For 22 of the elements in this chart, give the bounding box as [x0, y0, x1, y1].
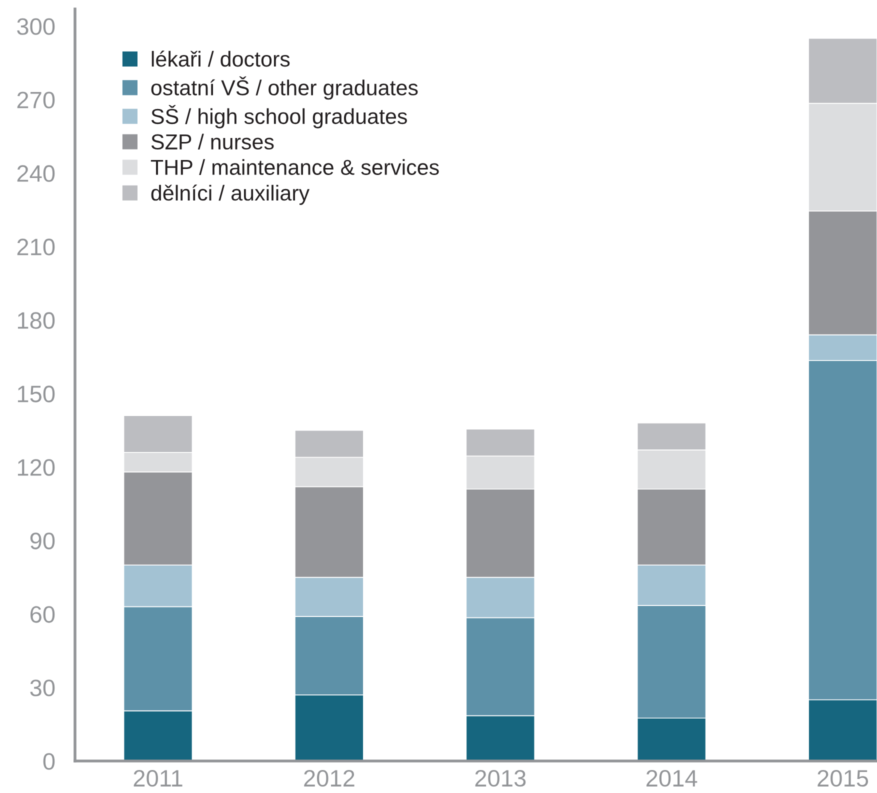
- y-tick-label: 90: [30, 532, 55, 550]
- x-tick-label: 2012: [304, 770, 354, 787]
- y-tick-label: 240: [17, 165, 55, 182]
- y-tick-label: 150: [18, 386, 55, 402]
- x-tick-label: 2013: [475, 770, 526, 787]
- y-tick-label: 120: [18, 459, 55, 476]
- legend-label: ostatní VŠ / other graduates: [151, 76, 418, 100]
- y-tick-label: 0: [43, 753, 55, 770]
- y-tick-label: 300: [17, 18, 55, 35]
- legend-label: SŠ / high school graduates: [151, 105, 407, 128]
- y-tick-label: 270: [17, 92, 55, 108]
- legend-label: THP / maintenance & services: [150, 159, 439, 175]
- legend-label: SZP / nurses: [151, 134, 274, 150]
- y-tick-label: 30: [30, 680, 55, 696]
- x-tick-label: 2015: [818, 770, 868, 787]
- y-tick-label: 180: [18, 312, 55, 329]
- legend-label: lékaři / doctors: [152, 50, 290, 67]
- y-tick-label: 60: [30, 606, 55, 623]
- legend-label: dělníci / auxiliary: [151, 184, 310, 205]
- x-tick-label: 2011: [134, 770, 182, 787]
- x-tick-label: 2014: [646, 770, 698, 787]
- y-tick-label: 210: [17, 238, 55, 256]
